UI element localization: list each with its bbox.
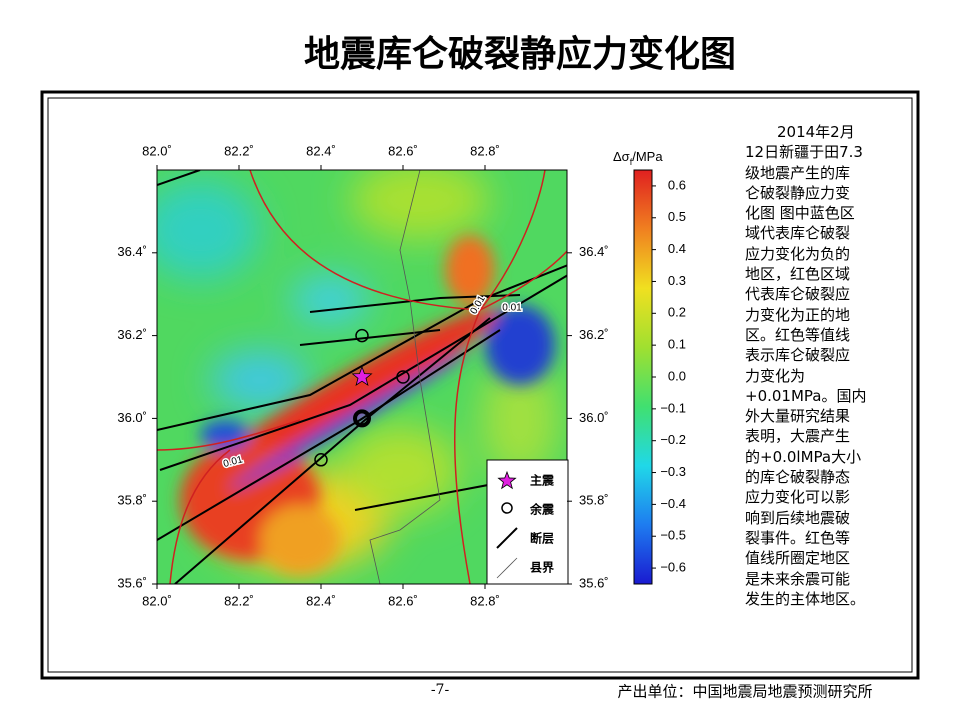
x-tick-label: 82.0˚ [142, 143, 172, 158]
colorbar-tick-label: −0.5 [660, 528, 686, 543]
plot-border [156, 169, 568, 585]
description-line: 级地震产生的库 [745, 163, 851, 182]
description-line: 外大量研究结果 [745, 407, 851, 426]
description-line: 是未来余震可能 [745, 569, 851, 588]
description-line: 2014年2月 [777, 123, 855, 141]
description-line: 裂事件。红色等 [745, 528, 851, 547]
x-tick-label: 82.0˚ [142, 593, 172, 608]
x-tick-label: 82.2˚ [224, 143, 254, 158]
colorbar-tick-label: −0.4 [660, 496, 686, 511]
aftershock [353, 409, 371, 428]
colorbar-tick-label: −0.1 [660, 400, 686, 415]
colorbar-tick-label: 0.6 [668, 177, 686, 192]
legend-county-key [496, 557, 518, 579]
title: 地震库仑破裂静应力变化图 [304, 33, 736, 75]
page-number: -7- [431, 682, 450, 698]
legend-label: 县界 [530, 560, 554, 575]
x-tick-label: 82.4˚ [306, 593, 336, 608]
frame-outer [40, 90, 920, 680]
legend-label: 主震 [530, 473, 555, 488]
faults [157, 170, 567, 584]
contour-label: 0.01 [502, 303, 522, 314]
description-line: 域代表库仑破裂 [745, 224, 851, 243]
mainshock [351, 365, 373, 387]
description-line: 力变化为正的地 [745, 305, 851, 324]
aftershock [355, 328, 369, 343]
y-tick-label: 36.2˚ [579, 327, 609, 342]
colorbar-tick-label: −0.3 [660, 464, 686, 479]
colorbar-label-unit: /MPa [632, 149, 663, 164]
y-tick-label: 36.2˚ [117, 327, 147, 342]
description-line: 的库仑破裂静态 [745, 468, 851, 487]
colorbar-tick-label: −0.2 [660, 432, 686, 447]
x-tick-label: 82.6˚ [388, 143, 418, 158]
x-tick-label: 82.4˚ [306, 143, 336, 158]
description-line: 力变化为 [745, 366, 806, 385]
aftershock [396, 370, 410, 384]
aftershock [314, 453, 328, 467]
description-line: 响到后续地震破 [745, 508, 851, 527]
colorbar-label: Δσf/MPa [613, 149, 663, 167]
description-line: 应力变化可以影 [745, 488, 851, 507]
legend-circle-key [501, 502, 513, 514]
x-tick-label: 82.2˚ [224, 593, 254, 608]
description-line: 仑破裂静应力变 [745, 183, 851, 202]
y-tick-label: 36.0˚ [117, 410, 147, 425]
legend-star-key [497, 470, 517, 490]
legend-box [486, 459, 569, 585]
colorbar-tick-label: −0.6 [660, 560, 686, 575]
colorbar-label-symbol: Δσ [613, 149, 630, 164]
description-line: 值线所圈定地区 [745, 549, 851, 568]
colorbar-tick-label: 0.0 [668, 368, 686, 383]
frame-inner [47, 97, 913, 673]
x-tick-label: 82.8˚ [470, 143, 500, 158]
legend-label: 余震 [529, 502, 555, 517]
description-line: 发生的主体地区。 [745, 589, 866, 608]
colorbar [633, 169, 653, 585]
legend-label: 断层 [530, 531, 554, 546]
description-line: 区。红色等值线 [745, 325, 851, 344]
description-line: 的+0.0lMPa大小 [745, 447, 862, 466]
colorbar-tick-label: 0.5 [668, 209, 686, 224]
description-line: 表明，大震产生 [745, 427, 851, 446]
y-tick-label: 36.0˚ [579, 410, 609, 425]
colorbar-label-subscript: f [630, 157, 633, 167]
y-tick-label: 35.6˚ [579, 575, 609, 590]
y-tick-label: 36.4˚ [117, 244, 147, 259]
x-tick-label: 82.8˚ [470, 593, 500, 608]
colorbar-tick-label: 0.2 [668, 305, 686, 320]
colorbar-tick-label: 0.3 [668, 273, 686, 288]
description-line: 12日新疆于田7.3 [745, 143, 863, 162]
y-tick-label: 36.4˚ [579, 244, 609, 259]
y-tick-label: 35.8˚ [579, 493, 609, 508]
description: 2014年2月 12日新疆于田7.3 级地震产生的库 仑破裂静应力变 化图 图中蓝色区域… [745, 122, 915, 609]
footer: 产出单位：中国地震局地震预测研究所 [617, 683, 872, 701]
description-line: 代表库仑破裂应 [745, 285, 851, 304]
y-tick-label: 35.8˚ [117, 493, 147, 508]
description-line: 应力变化为负的 [745, 244, 851, 263]
colorbar-tick-label: 0.1 [668, 337, 686, 352]
contours [157, 170, 567, 584]
county-border [369, 170, 441, 584]
description-line: 地区，红色区域 [745, 265, 851, 284]
colorbar-tick-label: 0.4 [668, 241, 686, 256]
x-tick-label: 82.6˚ [388, 593, 418, 608]
description-line: 化图 图中蓝色区 [745, 204, 855, 223]
description-line: 表示库仑破裂应 [745, 346, 851, 365]
description-line: +0.01MPa。国内 [745, 386, 867, 405]
y-tick-label: 35.6˚ [117, 575, 147, 590]
legend-fault-key [496, 527, 518, 549]
